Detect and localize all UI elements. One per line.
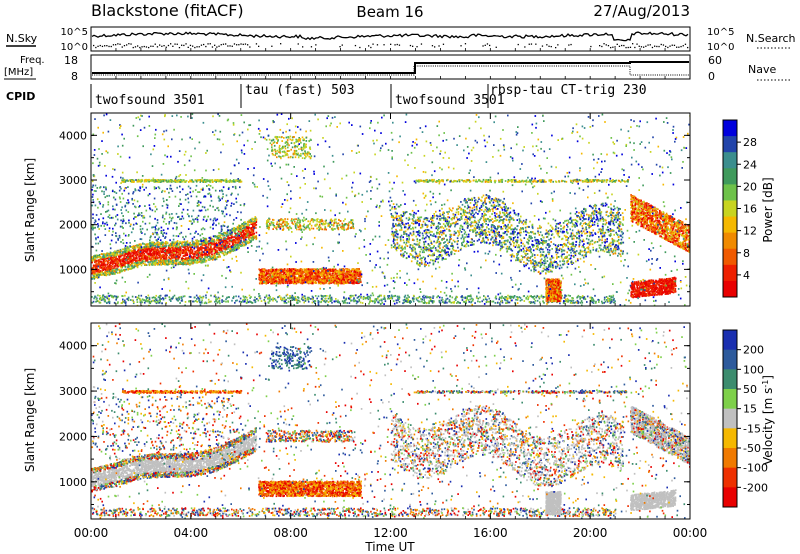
colorbar-swatch <box>723 467 737 488</box>
colorbar-tick-label: 8 <box>743 247 750 260</box>
plot-title: Blackstone (fitACF) <box>91 1 244 20</box>
colorbar-swatch <box>723 168 737 185</box>
colorbar-tick-label: -50 <box>743 442 761 455</box>
colorbar-swatch <box>723 330 737 351</box>
power-cbar-label: Power [dB] <box>761 177 775 242</box>
range-tick-label: 1000 <box>59 476 87 489</box>
nsky-tick-high: 10^5 <box>61 27 88 38</box>
frequency-panel: Freq. [MHz] 18 8 60 0 Nave <box>4 54 790 83</box>
range-tick-label: 3000 <box>59 385 87 398</box>
colorbar-swatch <box>723 120 737 137</box>
power-panel: 1000 2000 3000 4000 Slant Range [km] 28 24 20… <box>23 112 775 307</box>
freq-tick-low: 8 <box>71 70 78 83</box>
colorbar-swatch <box>723 349 737 370</box>
power-ylabel: Slant Range [km] <box>23 158 37 262</box>
time-axis: 00:00 04:00 08:00 12:00 16:00 20:00 00:00 <box>74 48 708 540</box>
velocity-panel: 1000 2000 3000 4000 Slant Range [km] 200 100… <box>23 322 776 520</box>
nsearch-tick-low: 10^0 <box>707 42 734 53</box>
range-tick-label: 1000 <box>59 263 87 276</box>
colorbar-swatch <box>723 428 737 449</box>
power-y-axis: 1000 2000 3000 4000 <box>59 129 690 293</box>
nsky-trace <box>91 31 689 42</box>
time-tick-label: 08:00 <box>273 526 308 540</box>
colorbar-swatch <box>723 184 737 201</box>
colorbar-swatch <box>723 487 737 508</box>
time-tick-label: 00:00 <box>673 526 708 540</box>
colorbar-swatch <box>723 389 737 410</box>
velocity-cbar-label: Velocity [m s-1] <box>761 375 776 465</box>
colorbar-swatch <box>723 280 737 298</box>
time-tick-label: 20:00 <box>573 526 608 540</box>
time-tick-label: 12:00 <box>373 526 408 540</box>
colorbar-swatch <box>723 248 737 266</box>
colorbar-swatch <box>723 448 737 469</box>
time-tick-label: 04:00 <box>174 526 209 540</box>
colorbar-tick-label: 16 <box>743 203 757 216</box>
cpid-strip: CPID twofsound 3501 tau (fast) 503 twofs… <box>6 83 647 108</box>
nsearch-tick-high: 10^5 <box>707 27 734 38</box>
cpid-segment-2: tau (fast) 503 <box>245 83 355 98</box>
cpid-segment-4: rbsp-tau CT-trig 230 <box>490 83 647 98</box>
colorbar-tick-label: 50 <box>743 383 757 396</box>
nsky-tick-low: 10^0 <box>61 42 88 53</box>
range-tick-label: 2000 <box>59 219 87 232</box>
date-label: 27/Aug/2013 <box>593 2 690 20</box>
colorbar-tick-label: 100 <box>743 363 764 376</box>
time-tick-label: 00:00 <box>74 526 109 540</box>
cpid-segment-3: twofsound 3501 <box>395 93 505 108</box>
colorbar-swatch <box>723 369 737 390</box>
nave-trace <box>92 65 689 76</box>
velocity-y-axis: 1000 2000 3000 4000 <box>59 340 690 505</box>
colorbar-swatch <box>723 136 737 153</box>
colorbar-tick-label: -15 <box>743 422 761 435</box>
colorbar-tick-label: -200 <box>743 481 768 494</box>
range-tick-label: 4000 <box>59 129 87 142</box>
freq-tick-high: 18 <box>64 54 78 67</box>
colorbar-tick-label: 200 <box>743 344 764 357</box>
colorbar-swatch <box>723 232 737 250</box>
nsearch-trace <box>93 43 689 49</box>
time-axis-label: Time UT <box>364 540 415 554</box>
colorbar-swatch <box>723 200 737 218</box>
range-tick-label: 4000 <box>59 340 87 353</box>
colorbar-tick-label: 15 <box>743 403 757 416</box>
colorbar-tick-label: 24 <box>743 158 757 171</box>
colorbar-swatch <box>723 264 737 282</box>
nsky-label: N.Sky <box>6 32 38 45</box>
power-colorbar: 28 24 20 16 12 8 4 <box>722 119 757 298</box>
velocity-data <box>91 323 690 519</box>
colorbar-swatch <box>723 216 737 234</box>
noise-panel: N.Sky 10^5 10^0 10^5 10^0 N.Search <box>6 26 796 53</box>
freq-label-line2: [MHz] <box>4 67 33 78</box>
time-tick-label: 16:00 <box>473 526 508 540</box>
range-tick-label: 3000 <box>59 174 87 187</box>
freq-trace <box>92 61 689 74</box>
power-data <box>91 113 690 306</box>
beam-label: Beam 16 <box>356 3 423 21</box>
velocity-colorbar: 200 100 50 15 -15 -50 -100 -200 <box>722 329 768 508</box>
colorbar-tick-label: 4 <box>743 269 750 282</box>
velocity-ylabel: Slant Range [km] <box>23 368 37 472</box>
colorbar-tick-label: 28 <box>743 136 757 149</box>
colorbar-swatch <box>723 152 737 169</box>
cpid-segment-1: twofsound 3501 <box>95 93 205 108</box>
freq-label-line1: Freq. <box>20 55 45 66</box>
colorbar-tick-label: -100 <box>743 462 768 475</box>
colorbar-tick-label: 12 <box>743 225 757 238</box>
cpid-label: CPID <box>6 90 35 103</box>
nave-tick-high: 60 <box>708 54 722 67</box>
colorbar-tick-label: 20 <box>743 180 757 193</box>
nave-tick-low: 0 <box>708 70 715 83</box>
range-tick-label: 2000 <box>59 430 87 443</box>
nave-label: Nave <box>748 63 776 76</box>
colorbar-swatch <box>723 408 737 429</box>
nsearch-label: N.Search <box>746 32 796 45</box>
